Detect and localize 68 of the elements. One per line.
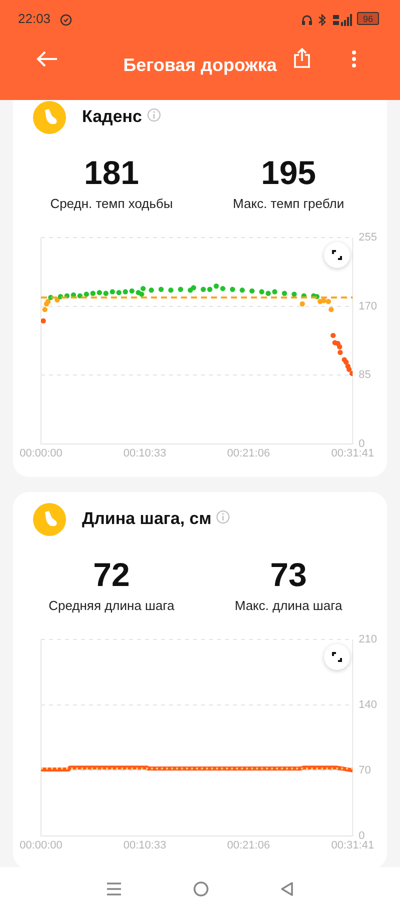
text: 22:03	[18, 11, 51, 26]
x-tick-label: 00:00:00	[20, 839, 62, 852]
point	[330, 332, 336, 338]
point	[158, 286, 164, 292]
chart-title: Длина шага, см	[82, 509, 212, 529]
y-tick-label: 170	[358, 300, 378, 312]
point	[139, 292, 144, 297]
point	[110, 289, 116, 294]
y-tick-label: 210	[358, 634, 378, 646]
point	[96, 290, 102, 296]
x-tick-label: 00:10:33	[123, 447, 166, 460]
point	[103, 290, 109, 296]
point	[200, 286, 206, 292]
point	[300, 301, 305, 307]
y-tick-label: 70	[358, 764, 371, 776]
y-tick-label: 255	[358, 232, 378, 244]
y-tick-label: 85	[358, 369, 371, 382]
text: 181	[82, 154, 140, 192]
point	[220, 286, 226, 292]
point	[122, 289, 128, 294]
point	[326, 298, 332, 304]
point	[214, 284, 219, 289]
point	[207, 286, 212, 292]
y-tick-label: 0	[358, 438, 365, 450]
x-tick-label: 00:21:06	[227, 447, 270, 460]
y-tick-label: 0	[358, 830, 365, 842]
point	[77, 293, 83, 298]
point	[90, 290, 96, 296]
point	[129, 288, 134, 294]
x-tick-label: 00:31:41	[331, 839, 374, 852]
point	[41, 318, 46, 324]
text: Макс. темп гребли	[232, 196, 346, 211]
point	[249, 288, 255, 294]
x-tick-label: 00:00:00	[20, 447, 62, 460]
chart-title: Каденс	[82, 107, 142, 127]
point	[338, 350, 343, 356]
point	[259, 289, 264, 294]
x-tick-label: 00:10:33	[123, 839, 166, 852]
point	[84, 292, 90, 297]
text: 72	[92, 556, 131, 594]
point	[266, 290, 271, 296]
point	[346, 366, 352, 372]
text: Макс. длина шага	[234, 598, 344, 613]
text: Средн. темп ходьбы	[49, 196, 174, 211]
battery-icon: 96	[357, 12, 379, 25]
point	[45, 298, 51, 304]
point	[42, 306, 48, 312]
point	[178, 286, 184, 292]
point	[116, 290, 122, 296]
y-tick-label: 140	[358, 699, 378, 712]
text: Беговая дорожка	[122, 55, 278, 76]
point	[328, 306, 334, 312]
point	[272, 289, 278, 294]
point	[168, 288, 174, 293]
point	[292, 292, 297, 297]
point	[230, 286, 236, 292]
x-tick-label: 00:31:41	[331, 447, 374, 460]
point	[240, 288, 245, 293]
point	[148, 288, 154, 293]
text: Средняя длина шага	[48, 598, 176, 613]
x-tick-label: 00:21:06	[227, 839, 270, 852]
point	[282, 290, 288, 296]
text: 73	[269, 556, 308, 594]
point	[337, 344, 342, 350]
point	[140, 286, 146, 292]
point	[190, 285, 196, 290]
text: 195	[260, 154, 318, 192]
point	[321, 298, 326, 304]
